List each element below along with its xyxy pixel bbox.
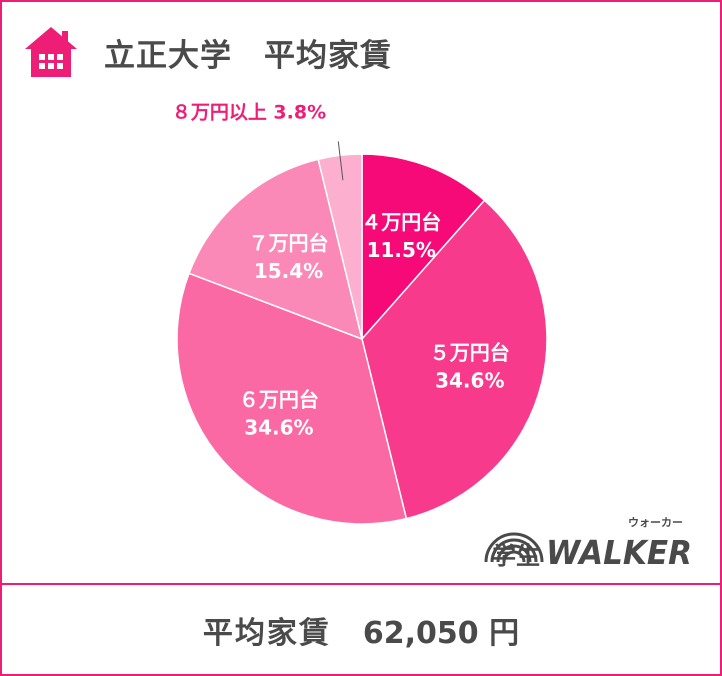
slice-value-4: 15.4% [254, 259, 323, 283]
logo-ruby: ウォーカー [628, 516, 683, 529]
slice-name-1: ４万円台 [361, 210, 441, 234]
gakusei-walker-logo: 学生 ウォーカー WALKER [484, 516, 692, 570]
pie-slice-1 [361, 153, 486, 341]
slice-name-3: ６万円台 [239, 388, 319, 412]
slice-name-2: ５万円台 [430, 340, 510, 364]
footer-divider [0, 583, 722, 585]
slice-label-5: ８万円以上 3.8% [172, 102, 326, 124]
header: 立正大学 平均家賃 [22, 22, 392, 82]
pie-slice-3 [176, 272, 408, 525]
logo-word: WALKER [546, 533, 692, 570]
slice-value-2: 34.6% [435, 368, 504, 392]
house-icon [25, 27, 77, 77]
pie-slice-2 [361, 199, 548, 520]
page-title: 立正大学 平均家賃 [104, 37, 392, 74]
average-rent-label: 平均家賃 [202, 615, 331, 651]
logo-kanji: 学生 [492, 542, 540, 570]
slice-value-1: 11.5% [367, 238, 436, 262]
slice-value-3: 34.6% [244, 416, 313, 440]
slice-name-4: ７万円台 [249, 231, 329, 255]
leader-line-5 [337, 141, 344, 181]
average-rent-value: 62,050 円 [362, 615, 520, 651]
footer: 平均家賃 62,050 円 [0, 585, 722, 674]
pie-slice-4 [188, 158, 364, 341]
pie-chart: ４万円台 11.5% ５万円台 34.6% ６万円台 34.6% ７万円台 15.4% ８万円以… [172, 102, 548, 525]
